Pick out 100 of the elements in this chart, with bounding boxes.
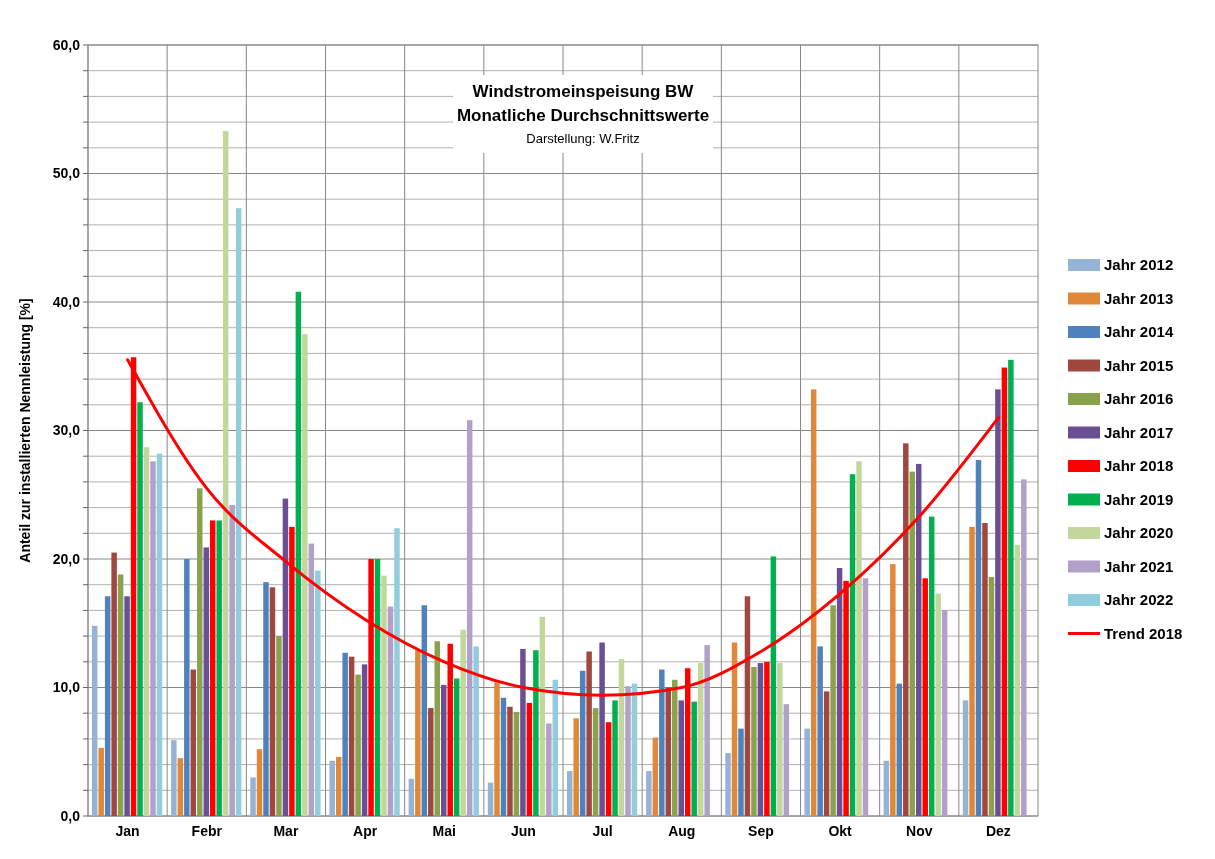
y-tick-label: 20,0	[52, 550, 81, 567]
x-tick-label: Aug	[668, 823, 696, 839]
bar	[190, 669, 197, 816]
bar	[111, 552, 117, 816]
bar	[222, 131, 229, 816]
bar	[394, 528, 400, 816]
bar	[263, 582, 269, 816]
bar	[830, 605, 836, 816]
bar	[466, 420, 473, 816]
bar	[982, 523, 988, 816]
bar	[124, 596, 130, 816]
bar	[184, 559, 190, 816]
bar	[817, 646, 823, 816]
bar	[783, 704, 790, 816]
bar	[836, 568, 843, 816]
text: Windstromeinspeisung BW	[472, 82, 695, 101]
bar	[890, 564, 896, 816]
y-tick-label: 60,0	[52, 36, 81, 53]
x-tick-label: Mar	[273, 823, 299, 839]
bar	[250, 777, 256, 816]
bar	[494, 682, 500, 816]
bar	[810, 389, 817, 816]
bar	[928, 516, 935, 816]
bar	[387, 606, 394, 816]
legend-label: Trend 2018	[1104, 624, 1183, 642]
bar	[725, 753, 731, 816]
bar	[361, 664, 368, 816]
y-axis-title: Anteil zur installierten Nennleistung [%]	[17, 298, 33, 563]
bar	[744, 596, 751, 816]
y-tick-label: 40,0	[52, 293, 81, 310]
y-tick-label: 0,0	[60, 807, 81, 824]
y-tick-label: 10,0	[52, 679, 81, 696]
bar	[969, 526, 975, 816]
bar	[282, 498, 289, 816]
bar	[704, 645, 710, 816]
bar	[935, 593, 941, 816]
bar	[269, 587, 276, 816]
bar	[229, 505, 235, 816]
bar	[507, 706, 513, 816]
bar	[652, 737, 659, 816]
bar	[599, 642, 605, 816]
bar	[460, 629, 466, 816]
legend-label: Jahr 2017	[1104, 423, 1174, 441]
bar	[1014, 544, 1021, 816]
bar	[453, 678, 460, 816]
bar	[909, 471, 916, 816]
legend-label: Jahr 2015	[1104, 356, 1174, 374]
bar	[605, 722, 612, 816]
bar	[941, 610, 948, 816]
bar	[156, 453, 163, 816]
bar	[903, 443, 909, 816]
bar	[415, 650, 421, 816]
bar	[487, 782, 494, 816]
bar	[764, 661, 770, 816]
x-tick-label: Nov	[906, 823, 933, 839]
bar	[295, 291, 302, 816]
bar	[916, 463, 922, 816]
legend-label: Jahr 2022	[1104, 591, 1174, 609]
bar	[592, 708, 599, 816]
bar	[988, 576, 995, 816]
legend-label: Jahr 2020	[1104, 524, 1174, 542]
bar	[533, 650, 539, 816]
bar	[216, 520, 222, 816]
x-tick-label: Jan	[115, 823, 140, 839]
bar	[625, 686, 631, 816]
bar	[573, 718, 579, 816]
bar	[646, 771, 652, 816]
x-tick-label: Jun	[510, 823, 536, 839]
y-tick-label: 30,0	[52, 422, 81, 439]
bar	[612, 700, 618, 816]
bar	[91, 625, 98, 816]
bar	[348, 656, 355, 816]
x-tick-label: Febr	[191, 823, 223, 839]
legend-label: Jahr 2014	[1104, 323, 1174, 341]
bar	[143, 447, 150, 816]
bar	[150, 461, 156, 816]
x-tick-label: Apr	[353, 823, 378, 839]
bar	[1008, 359, 1014, 816]
bar	[566, 771, 573, 816]
bar	[823, 691, 830, 816]
bar	[381, 575, 387, 816]
bar	[209, 520, 216, 816]
bar	[171, 740, 177, 816]
bar	[276, 636, 282, 816]
bar	[117, 574, 124, 816]
x-tick-label: Okt	[828, 823, 853, 839]
bar	[315, 570, 321, 816]
annotation: Darstellung: W.Fritz	[526, 131, 640, 146]
legend-label: Jahr 2018	[1104, 457, 1174, 475]
x-tick-label: Mai	[432, 823, 456, 839]
bar	[896, 683, 903, 816]
bar	[197, 488, 203, 816]
bar	[883, 760, 890, 816]
bar	[342, 652, 348, 816]
bar	[526, 702, 533, 816]
bar	[500, 697, 507, 816]
y-tick-label: 50,0	[52, 165, 81, 182]
bar	[137, 402, 143, 816]
bar	[421, 605, 428, 816]
bar	[441, 684, 447, 816]
